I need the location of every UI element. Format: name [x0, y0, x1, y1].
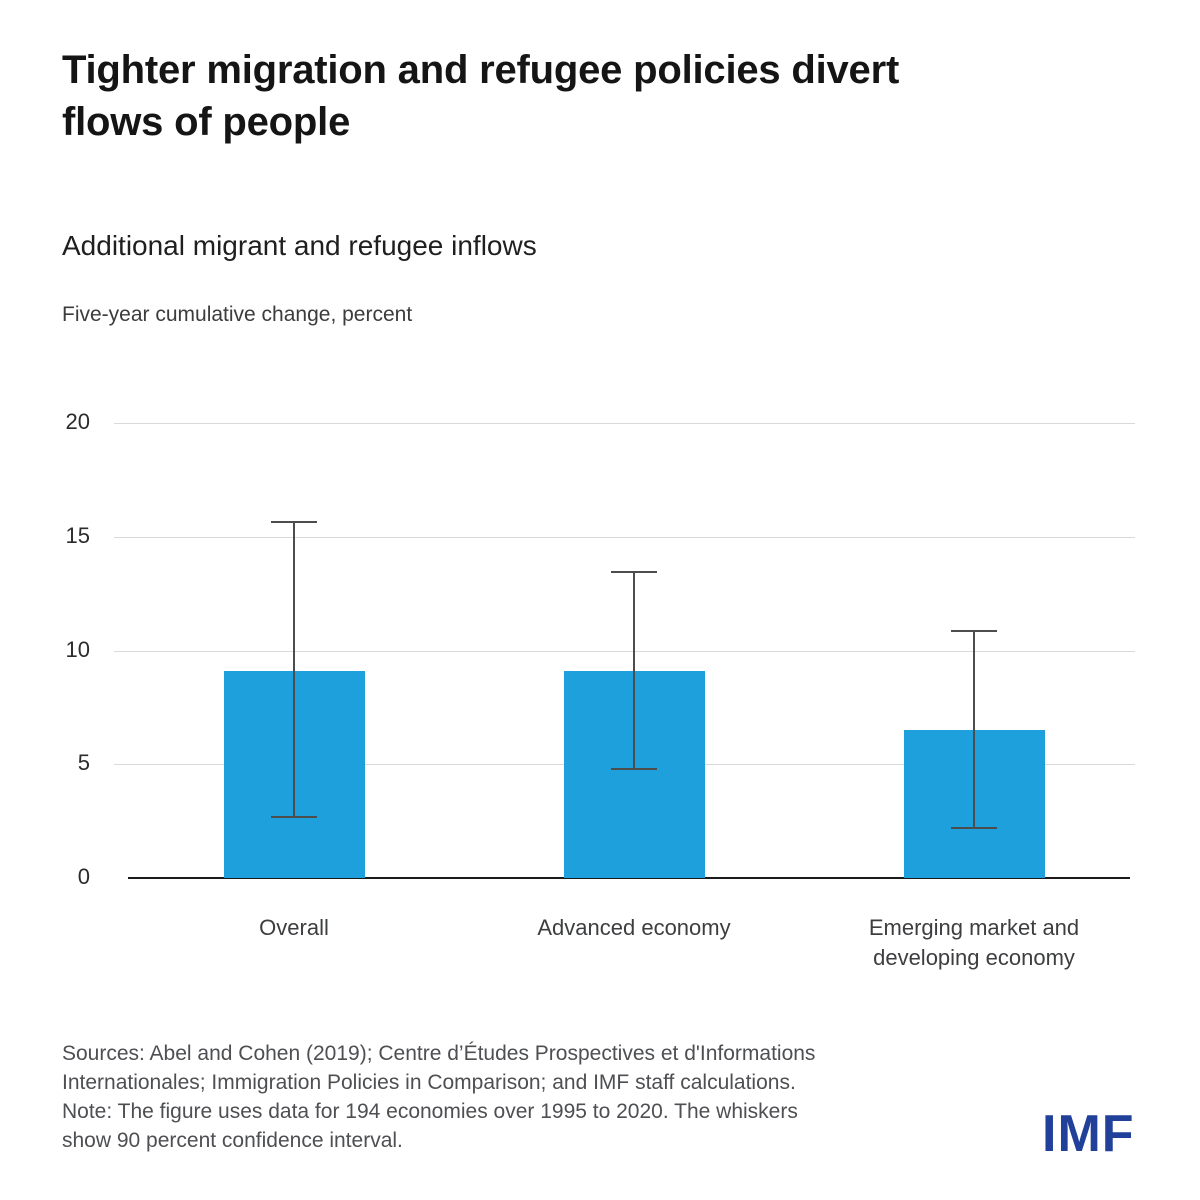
- category-label: Overall: [259, 915, 329, 940]
- y-tick-label: 20: [65, 409, 90, 434]
- source-note-line3: Note: The figure uses data for 194 econo…: [62, 1099, 798, 1123]
- source-note-line4: show 90 percent confidence interval.: [62, 1128, 403, 1152]
- imf-logo: IMF: [1042, 1105, 1135, 1163]
- source-note-line2: Internationales; Immigration Policies in…: [62, 1070, 796, 1094]
- y-tick-label: 10: [65, 637, 90, 662]
- whisker-cap-bottom: [611, 768, 657, 770]
- whisker-cap-top: [611, 571, 657, 573]
- whisker-line: [633, 571, 635, 769]
- source-note-line1: Sources: Abel and Cohen (2019); Centre d…: [62, 1042, 816, 1065]
- gridline: [114, 537, 1135, 538]
- whisker-line: [293, 521, 295, 817]
- source-note: Sources: Abel and Cohen (2019); Centre d…: [62, 1040, 1002, 1156]
- page-title-line2: flows of people: [62, 100, 351, 144]
- whisker-cap-bottom: [271, 816, 317, 818]
- units-label: Five-year cumulative change, percent: [62, 303, 413, 326]
- whisker-cap-bottom: [951, 827, 997, 829]
- y-tick-label: 0: [77, 864, 90, 889]
- whisker-line: [973, 630, 975, 828]
- gridline: [114, 651, 1135, 652]
- whisker-cap-top: [951, 630, 997, 632]
- y-tick-label: 15: [65, 523, 90, 548]
- whisker-cap-top: [271, 521, 317, 523]
- y-tick-label: 5: [77, 750, 90, 775]
- page-title: Tighter migration and refugee policies d…: [62, 44, 1082, 148]
- category-label: Advanced economy: [537, 915, 731, 940]
- page-title-line1: Tighter migration and refugee policies d…: [62, 48, 900, 92]
- x-axis-line: [128, 877, 1130, 879]
- category-label: Emerging market and developing economy: [868, 915, 1080, 970]
- chart-subtitle: Additional migrant and refugee inflows: [62, 230, 537, 261]
- gridline: [114, 423, 1135, 424]
